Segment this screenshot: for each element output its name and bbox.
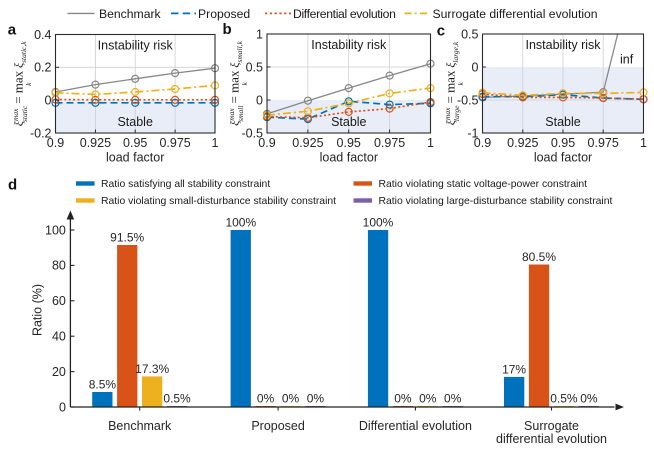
svg-text:1: 1 (256, 27, 263, 41)
svg-text:0.4: 0.4 (34, 28, 51, 42)
svg-text:0.95: 0.95 (123, 136, 147, 150)
svg-text:17%: 17% (502, 362, 526, 376)
svg-text:20: 20 (52, 365, 66, 379)
svg-text:100%: 100% (225, 216, 256, 230)
svg-text:Surrogate differential evoluti: Surrogate differential evolution (433, 7, 598, 21)
svg-text:0%: 0% (394, 392, 412, 406)
svg-text:differential evolution: differential evolution (496, 432, 607, 446)
svg-text:-0.2: -0.2 (30, 126, 52, 140)
svg-text:1: 1 (640, 136, 647, 150)
svg-text:0.2: 0.2 (34, 61, 51, 75)
svg-text:100%: 100% (363, 216, 394, 230)
svg-text:0%: 0% (444, 392, 462, 406)
svg-text:1: 1 (212, 136, 219, 150)
svg-text:inf: inf (620, 53, 634, 67)
svg-text:load factor: load factor (106, 151, 164, 165)
svg-text:80.5%: 80.5% (522, 250, 556, 264)
svg-text:Stable: Stable (117, 115, 152, 129)
svg-text:load factor: load factor (320, 151, 378, 165)
svg-text:0%: 0% (307, 392, 325, 406)
svg-text:-0.5: -0.5 (457, 93, 479, 107)
svg-text:-0.5: -0.5 (241, 126, 263, 140)
svg-text:Ratio violating static voltage: Ratio violating static voltage-power con… (379, 179, 588, 190)
svg-text:Proposed: Proposed (198, 7, 250, 21)
svg-text:d: d (8, 177, 17, 194)
svg-text:60: 60 (52, 294, 66, 308)
svg-text:Instability risk: Instability risk (311, 38, 387, 52)
svg-text:Instability risk: Instability risk (525, 38, 601, 52)
svg-text:0.9: 0.9 (474, 136, 491, 150)
svg-text:0.975: 0.975 (159, 136, 190, 150)
svg-text:0.9: 0.9 (258, 136, 275, 150)
svg-text:80: 80 (52, 259, 66, 273)
svg-text:0.95: 0.95 (551, 136, 575, 150)
svg-text:0.975: 0.975 (374, 136, 405, 150)
svg-text:17.3%: 17.3% (135, 362, 169, 376)
svg-text:Ratio satisfying all stability: Ratio satisfying all stability constrain… (101, 179, 270, 190)
svg-text:Ratio violating large-disturba: Ratio violating large-disturbance stabil… (379, 196, 613, 207)
svg-text:0.5%: 0.5% (163, 392, 191, 406)
svg-text:0: 0 (59, 400, 66, 414)
svg-text:load factor: load factor (534, 151, 592, 165)
svg-text:ξmaxsmall= maxk ξsmall,k: ξmaxsmall= maxk ξsmall,k (227, 40, 250, 125)
svg-text:Instability risk: Instability risk (98, 39, 174, 53)
svg-text:ξmaxlarge= maxk ξlarge,k: ξmaxlarge= maxk ξlarge,k (443, 41, 466, 125)
svg-text:0%: 0% (419, 392, 437, 406)
svg-text:0: 0 (256, 93, 263, 107)
svg-text:-1: -1 (467, 126, 478, 140)
svg-text:a: a (8, 22, 17, 39)
svg-text:Differential evolution: Differential evolution (359, 419, 472, 433)
svg-text:Proposed: Proposed (251, 419, 305, 433)
svg-text:0.5%: 0.5% (550, 392, 578, 406)
svg-text:100: 100 (45, 223, 66, 237)
svg-text:0.925: 0.925 (292, 136, 323, 150)
svg-text:0: 0 (472, 60, 479, 74)
svg-text:Differential evolution: Differential evolution (293, 7, 396, 21)
svg-text:Benchmark: Benchmark (99, 7, 162, 21)
svg-text:0.925: 0.925 (507, 136, 538, 150)
svg-text:c: c (437, 23, 445, 40)
svg-text:0.925: 0.925 (80, 136, 111, 150)
svg-text:Ratio (%): Ratio (%) (31, 284, 45, 336)
svg-text:8.5%: 8.5% (89, 378, 117, 392)
svg-text:40: 40 (52, 330, 66, 344)
svg-text:Stable: Stable (331, 115, 366, 129)
svg-text:Ratio violating small-disturba: Ratio violating small-disturbance stabil… (101, 196, 336, 207)
svg-text:b: b (223, 21, 232, 38)
svg-text:0.5: 0.5 (246, 60, 263, 74)
svg-text:0.5: 0.5 (461, 27, 478, 41)
svg-text:0.975: 0.975 (588, 136, 619, 150)
svg-text:0: 0 (45, 94, 52, 108)
svg-text:ξmaxstatic= maxk ξstatic,k: ξmaxstatic= maxk ξstatic,k (10, 41, 33, 126)
svg-text:Benchmark: Benchmark (108, 419, 172, 433)
svg-text:0.95: 0.95 (337, 136, 361, 150)
svg-text:Stable: Stable (545, 115, 580, 129)
svg-text:91.5%: 91.5% (110, 231, 144, 245)
svg-text:0.9: 0.9 (47, 136, 64, 150)
svg-text:0%: 0% (257, 392, 275, 406)
svg-text:0%: 0% (580, 392, 598, 406)
svg-text:Surrogate: Surrogate (524, 419, 579, 433)
svg-text:1: 1 (427, 136, 434, 150)
svg-text:0%: 0% (282, 392, 300, 406)
